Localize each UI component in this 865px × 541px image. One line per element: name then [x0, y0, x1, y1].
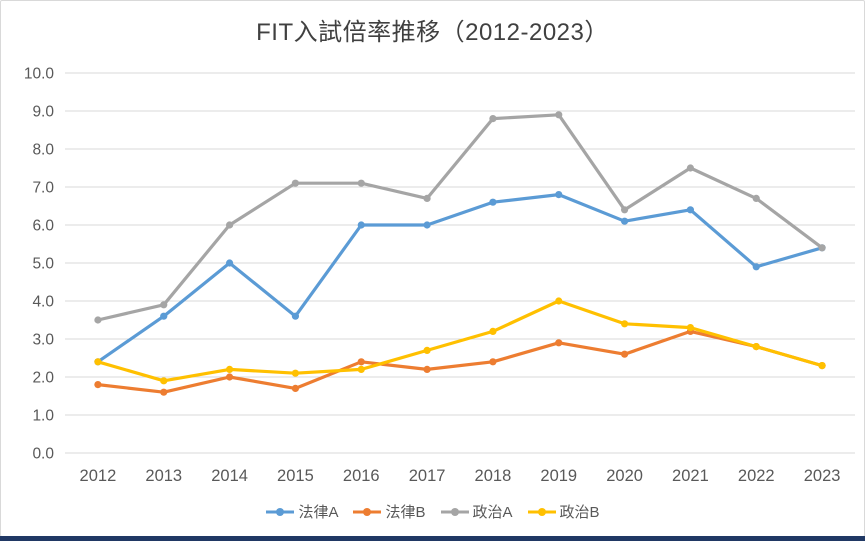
data-point-law-b	[555, 339, 563, 347]
data-point-law-b	[291, 384, 300, 392]
data-point-politics-b	[686, 324, 695, 332]
y-tick-label: 3.0	[32, 332, 54, 349]
line-marker-icon	[266, 507, 295, 516]
legend-item-politics-a: 政治A	[440, 501, 513, 522]
y-tick-label: 7.0	[32, 180, 54, 197]
data-point-law-a	[686, 206, 695, 214]
window-bottom-bar	[0, 536, 865, 541]
data-point-law-b	[94, 381, 102, 389]
y-tick-label: 10.0	[24, 66, 55, 83]
data-point-politics-a	[686, 164, 695, 172]
data-point-politics-a	[357, 179, 365, 187]
data-point-law-a	[555, 191, 563, 199]
data-point-politics-b	[94, 358, 102, 366]
data-point-politics-a	[94, 316, 102, 324]
y-tick-label: 4.0	[32, 294, 54, 311]
data-point-law-a	[357, 221, 365, 229]
data-point-politics-b	[225, 365, 234, 373]
line-marker-icon	[527, 507, 556, 516]
legend-item-politics-b: 政治B	[527, 501, 600, 522]
x-tick-label: 2021	[672, 467, 709, 485]
data-point-law-b	[225, 373, 234, 381]
data-point-law-a	[752, 263, 760, 271]
line-marker-icon	[440, 507, 469, 516]
x-tick-label: 2014	[211, 467, 248, 485]
chart-legend: 法律A 法律B 政治A 政治B	[0, 501, 865, 522]
x-tick-label: 2013	[145, 467, 182, 485]
data-point-politics-b	[291, 369, 300, 377]
y-tick-label: 9.0	[32, 104, 54, 121]
data-point-law-b	[620, 350, 629, 358]
legend-item-law-b: 法律B	[352, 501, 426, 522]
x-tick-label: 2020	[606, 467, 643, 485]
line-marker-icon	[353, 507, 382, 516]
x-tick-label: 2018	[475, 467, 512, 485]
series-line-law-a	[96, 193, 824, 364]
data-point-politics-a	[489, 115, 497, 123]
data-point-law-a	[225, 259, 234, 267]
data-point-politics-a	[752, 194, 760, 202]
data-point-law-b	[160, 388, 168, 396]
data-point-politics-a	[160, 301, 168, 309]
data-point-politics-a	[555, 111, 563, 119]
series-line-politics-b	[96, 299, 824, 383]
y-tick-label: 8.0	[32, 142, 54, 159]
legend-label: 政治A	[472, 504, 513, 521]
data-point-politics-b	[357, 365, 365, 373]
y-tick-label: 0.0	[32, 446, 54, 463]
data-point-politics-a	[225, 221, 234, 229]
data-point-politics-a	[291, 179, 300, 187]
data-point-law-a	[423, 221, 431, 229]
data-point-law-a	[160, 312, 168, 320]
data-point-law-a	[620, 217, 629, 225]
data-point-law-b	[489, 358, 497, 366]
chart-plot-area: 0.0 1.0 2.0 3.0 4.0 5.0 6.0 7.0 8.0 9.0 10.0 2012 20…	[24, 66, 855, 485]
data-point-politics-b	[160, 377, 168, 385]
data-point-politics-b	[489, 327, 497, 335]
data-point-politics-a	[818, 244, 826, 252]
y-tick-label: 5.0	[32, 256, 54, 273]
x-tick-label: 2015	[277, 467, 314, 485]
chart-title: FIT入試倍率推移（2012-2023）	[256, 19, 609, 46]
y-tick-label: 1.0	[32, 408, 54, 425]
data-point-politics-b	[555, 297, 563, 305]
data-point-law-a	[291, 312, 300, 320]
series-line-law-b	[96, 329, 824, 394]
y-tick-label: 6.0	[32, 218, 54, 235]
data-point-politics-b	[818, 362, 826, 370]
data-point-politics-a	[620, 206, 629, 214]
x-tick-label: 2023	[804, 467, 841, 485]
data-point-politics-b	[620, 320, 629, 328]
x-tick-label: 2017	[409, 467, 446, 485]
y-tick-label: 2.0	[32, 370, 54, 387]
data-point-politics-b	[423, 346, 431, 354]
data-point-law-a	[489, 198, 497, 206]
data-point-politics-a	[423, 194, 431, 202]
data-point-law-b	[423, 365, 431, 373]
series-line-politics-a	[96, 113, 824, 322]
x-tick-label: 2012	[80, 467, 117, 485]
legend-label: 政治B	[559, 504, 600, 521]
legend-label: 法律A	[298, 504, 339, 521]
data-point-politics-b	[752, 343, 760, 351]
x-tick-label: 2016	[343, 467, 380, 485]
legend-label: 法律B	[385, 504, 426, 521]
legend-item-law-a: 法律A	[265, 501, 338, 522]
x-tick-label: 2022	[738, 467, 775, 485]
data-point-law-b	[357, 358, 365, 366]
x-tick-label: 2019	[540, 467, 577, 485]
